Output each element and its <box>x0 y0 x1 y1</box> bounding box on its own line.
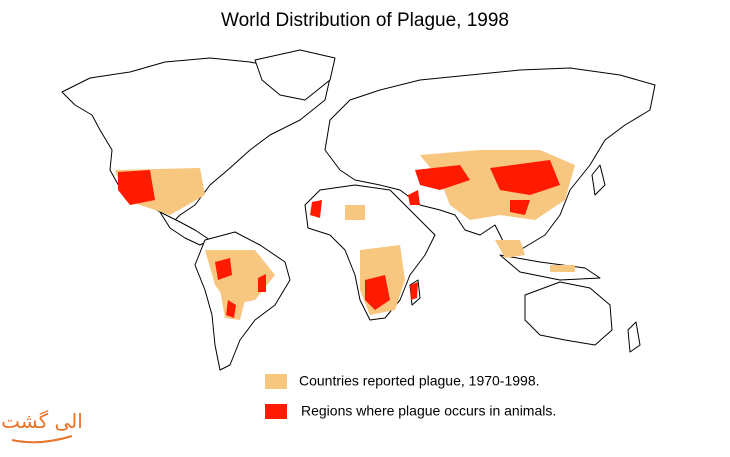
animal-area <box>408 190 420 205</box>
animal-area <box>410 282 418 300</box>
legend: Countries reported plague, 1970-1998. Re… <box>265 373 556 419</box>
animal-area <box>415 165 470 190</box>
watermark-text: الی گشت <box>1 409 83 433</box>
animal-area <box>310 200 322 218</box>
animal-area <box>118 170 155 205</box>
reported-area <box>495 240 525 258</box>
legend-swatch <box>265 404 287 419</box>
animal-area <box>258 274 266 292</box>
plague-regions <box>115 150 575 320</box>
reported-area <box>550 265 575 272</box>
legend-label: Regions where plague occurs in animals. <box>301 403 556 419</box>
central-america <box>159 211 211 246</box>
watermark-swoosh <box>11 435 73 444</box>
animal-area <box>490 160 560 195</box>
australia <box>524 281 613 346</box>
animal-area <box>365 275 390 310</box>
legend-label: Countries reported plague, 1970-1998. <box>299 373 540 389</box>
map-title: World Distribution of Plague, 1998 <box>221 10 509 31</box>
legend-swatch <box>265 374 287 389</box>
animal-area <box>226 300 236 318</box>
animal-area <box>510 200 530 215</box>
japan <box>591 164 606 196</box>
watermark: الی گشت <box>1 409 83 444</box>
animal-area <box>215 258 232 280</box>
greenland <box>254 49 336 101</box>
reported-area <box>345 205 365 220</box>
new-zealand <box>627 321 641 353</box>
